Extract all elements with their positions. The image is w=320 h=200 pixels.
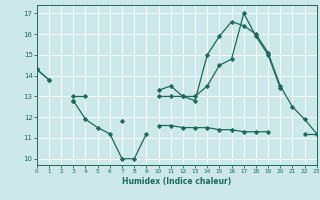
X-axis label: Humidex (Indice chaleur): Humidex (Indice chaleur): [122, 177, 231, 186]
